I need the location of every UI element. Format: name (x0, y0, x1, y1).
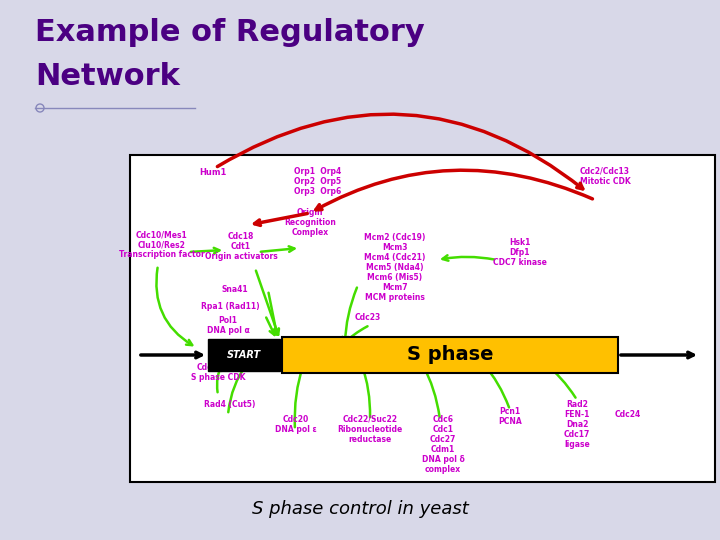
Text: Hsk1
Dfp1
CDC7 kinase: Hsk1 Dfp1 CDC7 kinase (493, 238, 547, 267)
Text: Rpa1 (Rad11): Rpa1 (Rad11) (201, 302, 259, 311)
Text: Origin
Recognition
Complex: Origin Recognition Complex (284, 208, 336, 237)
Text: S phase control in yeast: S phase control in yeast (251, 500, 469, 518)
FancyBboxPatch shape (282, 337, 618, 373)
Text: S phase: S phase (407, 346, 493, 365)
Text: Cdc23: Cdc23 (355, 313, 381, 322)
Text: Cdc2/Cdc13
Mitotic CDK: Cdc2/Cdc13 Mitotic CDK (580, 167, 631, 186)
Text: Hum1: Hum1 (199, 168, 227, 177)
Text: Cdc6
Cdc1
Cdc27
Cdm1
DNA pol δ
complex: Cdc6 Cdc1 Cdc27 Cdm1 DNA pol δ complex (422, 415, 464, 474)
Text: Pol1
DNA pol α: Pol1 DNA pol α (207, 316, 249, 335)
Text: Cdc24: Cdc24 (615, 410, 641, 419)
Text: Cdc18
Cdt1
Origin activators: Cdc18 Cdt1 Origin activators (204, 232, 277, 261)
Text: Sna41: Sna41 (222, 285, 248, 294)
Text: Network: Network (35, 62, 180, 91)
Text: Rad2
FEN-1
Dna2
Cdc17
ligase: Rad2 FEN-1 Dna2 Cdc17 ligase (564, 400, 590, 449)
Text: Cdc20
DNA pol ε: Cdc20 DNA pol ε (275, 415, 317, 434)
Text: Cdc10/Mes1
Clu10/Res2
Transcription factor: Cdc10/Mes1 Clu10/Res2 Transcription fact… (119, 230, 205, 259)
Text: Cdc22/Suc22
Ribonucleotide
reductase: Cdc22/Suc22 Ribonucleotide reductase (338, 415, 402, 444)
Text: Orp1  Orp4
Orp2  Orp5
Orp3  Orp6: Orp1 Orp4 Orp2 Orp5 Orp3 Orp6 (294, 167, 341, 196)
FancyBboxPatch shape (208, 339, 280, 371)
Text: Rad4 (Cut5): Rad4 (Cut5) (204, 400, 256, 409)
Text: Example of Regulatory: Example of Regulatory (35, 18, 425, 47)
Text: Mcm2 (Cdc19)
Mcm3
Mcm4 (Cdc21)
Mcm5 (Nda4)
Mcm6 (Mis5)
Mcm7
MCM proteins: Mcm2 (Cdc19) Mcm3 Mcm4 (Cdc21) Mcm5 (Nda… (364, 233, 426, 302)
Text: START: START (227, 350, 261, 360)
Text: Cdc2/Cig2
S phase CDK: Cdc2/Cig2 S phase CDK (191, 363, 246, 382)
Text: Pcn1
PCNA: Pcn1 PCNA (498, 407, 522, 426)
FancyBboxPatch shape (130, 155, 715, 482)
